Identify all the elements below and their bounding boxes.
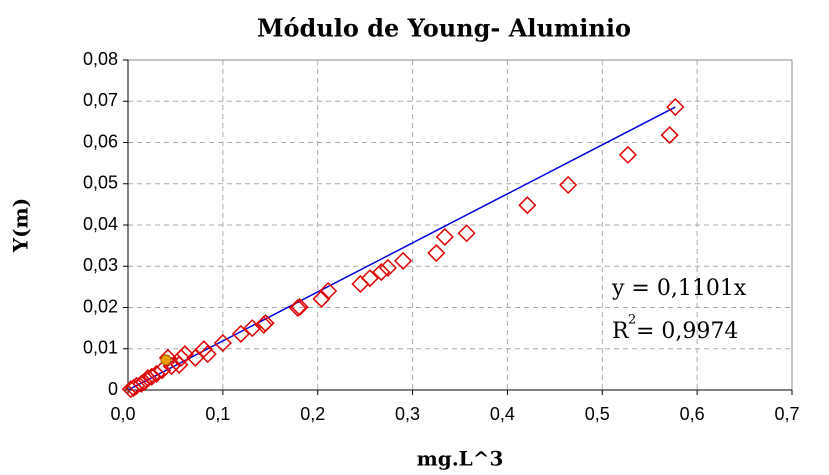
- point: [394, 251, 413, 270]
- point: [198, 345, 217, 364]
- y-tick-label: 0,07: [83, 90, 118, 110]
- point: [435, 227, 454, 247]
- point: [186, 348, 205, 367]
- x-axis-label: mg.L^3: [417, 447, 504, 471]
- chart-title: Módulo de Young- Aluminio: [257, 14, 631, 43]
- point: [312, 289, 331, 308]
- point: [319, 281, 338, 301]
- point: [231, 324, 250, 343]
- y-tick-label: 0,06: [83, 131, 118, 151]
- point: [121, 380, 140, 399]
- point: [288, 298, 307, 317]
- point: [142, 367, 161, 386]
- x-tick-label: 0,0: [110, 404, 135, 424]
- point: [351, 274, 370, 294]
- point: [666, 97, 685, 117]
- x-tick-label: 0,6: [680, 404, 705, 424]
- point: [372, 262, 391, 282]
- point: [290, 298, 309, 317]
- trendline: [127, 106, 676, 391]
- x-tick-label: 0,1: [205, 404, 230, 424]
- y-axis-label: Y(m): [9, 198, 33, 253]
- y-tick-label: 0: [108, 379, 118, 399]
- point: [124, 378, 143, 397]
- point: [360, 269, 379, 288]
- point: [254, 315, 273, 334]
- equation: y = 0,1101x: [611, 276, 747, 301]
- r2-sup: 2: [628, 313, 636, 328]
- r2-rest: = 0,9974: [636, 319, 738, 344]
- point: [427, 243, 446, 263]
- point: [559, 175, 578, 195]
- x-tick-label: 0,7: [774, 404, 799, 424]
- x-tick-label: 0,3: [395, 404, 420, 424]
- y-tick-label: 0,04: [83, 214, 118, 234]
- y-tick-label: 0,01: [83, 338, 118, 358]
- point: [213, 333, 232, 353]
- y-tick-label: 0,03: [83, 255, 118, 275]
- y-tick-label: 0,05: [83, 173, 118, 193]
- point: [660, 126, 679, 145]
- x-tick-label: 0,5: [585, 404, 610, 424]
- point: [618, 145, 637, 164]
- point: [518, 196, 537, 215]
- point: [170, 355, 189, 374]
- y-tick-label: 0,08: [83, 49, 118, 69]
- point: [457, 224, 476, 243]
- point: [153, 361, 172, 380]
- y-tick-label: 0,02: [83, 296, 118, 316]
- point: [172, 348, 191, 367]
- point: [147, 364, 166, 383]
- point: [160, 354, 172, 366]
- x-tick-label: 0,2: [300, 404, 325, 424]
- x-tick-label: 0,4: [490, 404, 515, 424]
- point: [158, 348, 177, 367]
- r2-base: R: [612, 319, 630, 344]
- point: [243, 319, 262, 338]
- point: [194, 340, 213, 359]
